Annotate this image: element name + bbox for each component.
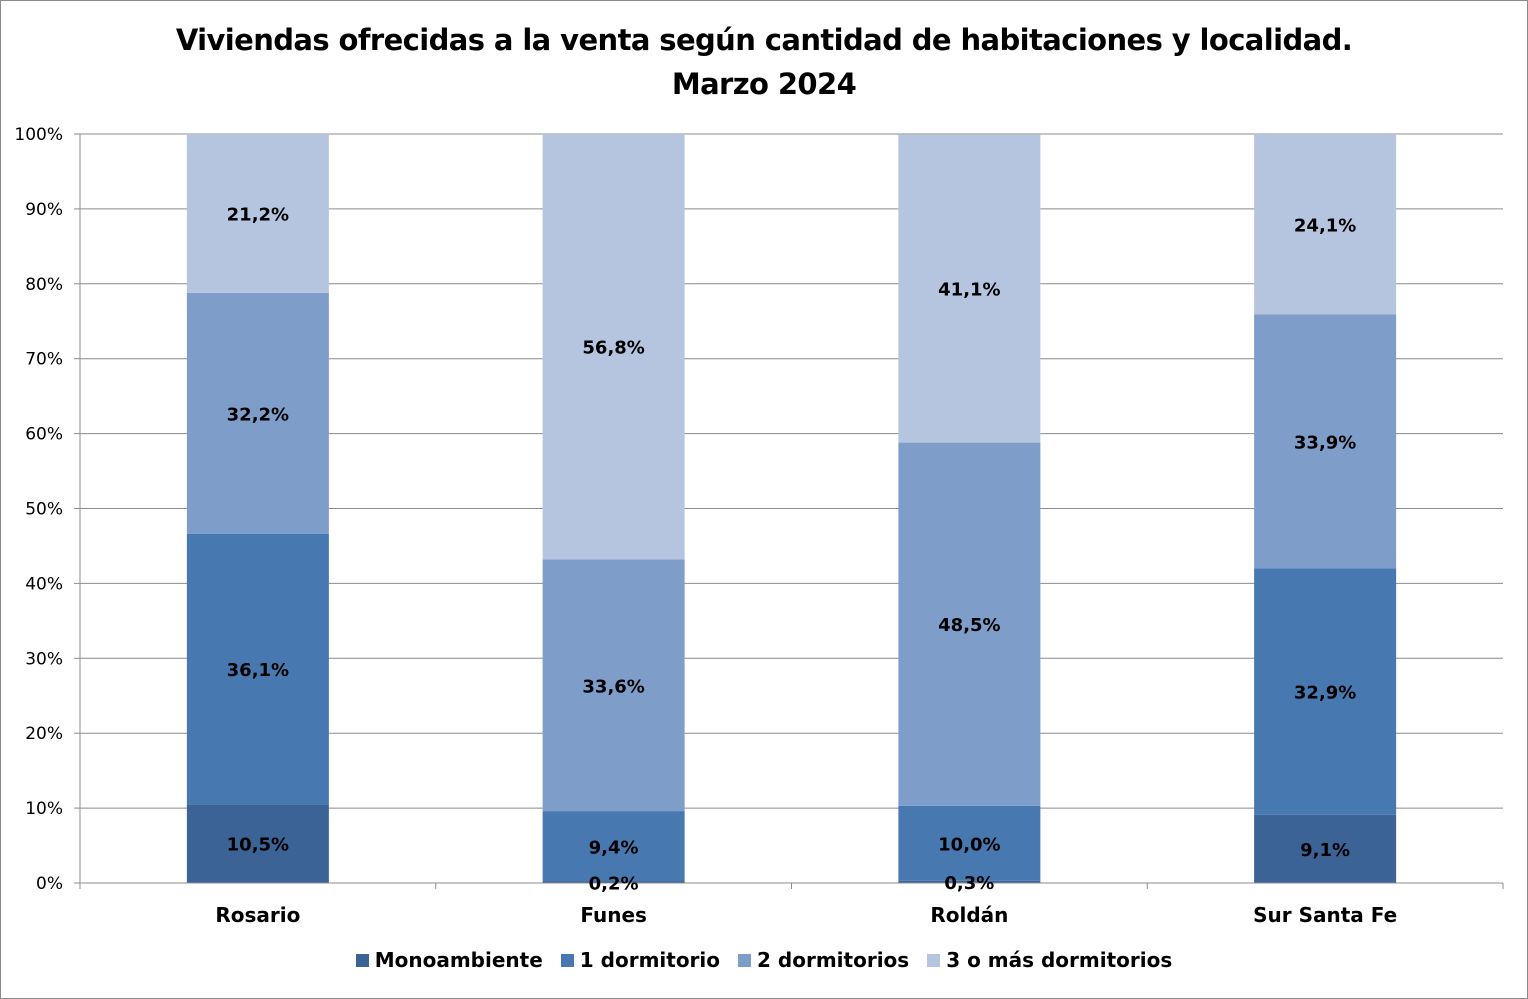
x-category-label: Rosario (215, 903, 300, 927)
data-label: 10,5% (227, 835, 289, 856)
bar-segment (898, 442, 1041, 806)
chart-title-line: Viviendas ofrecidas a la venta según can… (175, 23, 1353, 57)
bar-segment (542, 559, 685, 812)
bar-segment (1254, 134, 1397, 315)
legend-item: 1 dormitorio (560, 948, 721, 972)
chart-subtitle: Marzo 2024 (671, 67, 857, 101)
x-category-label: Roldán (930, 903, 1008, 927)
legend-item: 2 dormitorios (738, 948, 909, 972)
data-label: 10,0% (938, 834, 1000, 855)
bar-segment (186, 134, 329, 293)
x-category-label: Sur Santa Fe (1253, 903, 1397, 927)
bar-segment (898, 880, 1041, 883)
legend-swatch (738, 953, 752, 967)
bar-segment (898, 134, 1041, 443)
data-label: 33,9% (1294, 432, 1356, 453)
bar-segment (1254, 814, 1397, 883)
bar-segment (542, 811, 685, 882)
data-label: 32,9% (1294, 683, 1356, 704)
legend-label: 1 dormitorio (579, 948, 721, 972)
y-tick-label: 80% (25, 275, 63, 295)
y-tick-label: 10% (25, 799, 63, 819)
y-tick-label: 100% (14, 125, 63, 145)
bar-segment (186, 804, 329, 883)
data-label: 33,6% (582, 676, 644, 697)
y-tick-label: 90% (25, 200, 63, 220)
legend-label: Monoambiente (374, 948, 543, 972)
data-label: 9,1% (1300, 840, 1350, 861)
data-label: 21,2% (227, 204, 289, 225)
data-label: 41,1% (938, 280, 1000, 301)
x-category-label: Funes (580, 903, 647, 927)
data-label: 36,1% (227, 660, 289, 681)
data-label: 0,2% (589, 873, 639, 894)
legend-swatch (355, 953, 369, 967)
bar-segment (542, 134, 685, 560)
y-tick-label: 50% (25, 500, 63, 520)
bar-segment (542, 881, 685, 883)
bar-segment (898, 805, 1041, 881)
bar-segment (186, 533, 329, 805)
data-label: 56,8% (582, 338, 644, 359)
y-tick-label: 60% (25, 425, 63, 445)
y-tick-label: 20% (25, 724, 63, 744)
legend-swatch (560, 953, 574, 967)
data-label: 9,4% (589, 837, 639, 858)
y-tick-label: 30% (25, 649, 63, 669)
bar-segment (1254, 314, 1397, 569)
data-label: 32,2% (227, 404, 289, 425)
bar-segment (1254, 568, 1397, 815)
chart-legend: Monoambiente 1 dormitorio 2 dormitorios 3 o… (0, 948, 1528, 972)
legend-item: Monoambiente (355, 948, 543, 972)
data-label: 48,5% (938, 615, 1000, 636)
y-tick-label: 0% (36, 874, 63, 894)
data-label: 0,3% (944, 873, 994, 894)
y-tick-label: 40% (25, 574, 63, 594)
y-tick-label: 70% (25, 350, 63, 370)
legend-label: 3 o más dormitorios (946, 948, 1173, 972)
legend-swatch (927, 953, 941, 967)
data-label: 24,1% (1294, 215, 1356, 236)
chart-title: Viviendas ofrecidas a la venta según can… (0, 18, 1528, 106)
bar-segment (186, 292, 329, 534)
legend-label: 2 dormitorios (757, 948, 910, 972)
legend-item: 3 o más dormitorios (927, 948, 1172, 972)
